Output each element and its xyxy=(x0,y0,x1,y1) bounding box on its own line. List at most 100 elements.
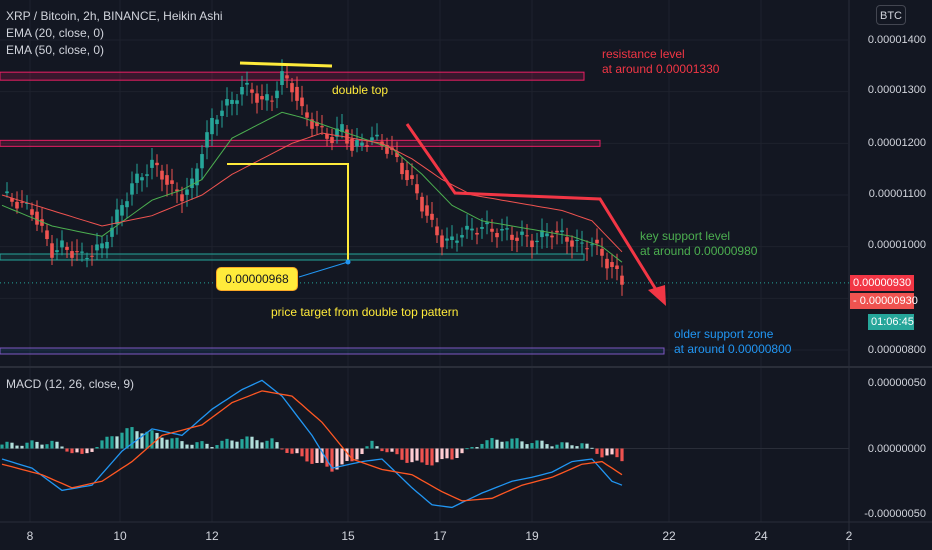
candle-body xyxy=(435,226,439,236)
macd-histogram-bar xyxy=(130,427,134,449)
macd-histogram-bar xyxy=(180,441,184,449)
currency-button[interactable]: BTC xyxy=(876,5,906,25)
macd-legend[interactable]: MACD (12, 26, close, 9) xyxy=(6,377,135,391)
candle-body xyxy=(620,275,624,285)
macd-histogram-bar xyxy=(455,448,459,459)
candle-body xyxy=(425,205,429,216)
last-price-badge: 0.00000930 xyxy=(850,275,914,291)
candle-body xyxy=(555,230,559,233)
macd-histogram-bar xyxy=(200,441,204,449)
macd-histogram-bar xyxy=(590,447,594,449)
candle-body xyxy=(515,237,519,241)
macd-histogram-bar xyxy=(585,443,589,449)
candle-body xyxy=(610,262,614,267)
candle-body xyxy=(250,89,254,93)
candle-body xyxy=(215,119,219,125)
candle-body xyxy=(395,152,399,158)
macd-histogram-bar xyxy=(600,448,604,458)
candle-body xyxy=(470,228,474,231)
macd-histogram-bar xyxy=(60,446,64,449)
macd-histogram-bar xyxy=(5,441,9,449)
candle-body xyxy=(415,184,419,194)
candle-body xyxy=(225,99,229,106)
macd-histogram-bar xyxy=(530,443,534,449)
macd-histogram-bar xyxy=(0,444,4,449)
price-target-callout[interactable]: 0.00000968 xyxy=(216,267,298,291)
macd-histogram-bar xyxy=(505,441,509,449)
candle-body xyxy=(185,189,189,195)
macd-histogram-bar xyxy=(240,439,244,449)
candle-body xyxy=(25,202,29,204)
candle-body xyxy=(580,242,584,244)
macd-histogram-bar xyxy=(250,436,254,449)
price-tick: 0.00001400 xyxy=(867,34,926,46)
macd-histogram-bar xyxy=(170,438,174,449)
candle-body xyxy=(140,177,144,181)
macd-histogram-bar xyxy=(210,447,214,449)
candle-body xyxy=(505,228,509,230)
candle-body xyxy=(110,227,114,237)
ema20-legend[interactable]: EMA (20, close, 0) xyxy=(6,26,105,40)
candle-body xyxy=(375,134,379,137)
ema50-legend[interactable]: EMA (50, close, 0) xyxy=(6,43,105,57)
macd-histogram-bar xyxy=(355,448,359,460)
macd-histogram-bar xyxy=(370,440,374,449)
macd-histogram-bar xyxy=(80,448,84,454)
macd-histogram-bar xyxy=(235,441,239,449)
macd-histogram-bar xyxy=(300,448,304,457)
macd-histogram-bar xyxy=(615,448,619,458)
macd-histogram-bar xyxy=(75,448,79,453)
candle-body xyxy=(70,251,74,258)
older-support-zone xyxy=(0,347,665,355)
macd-histogram-bar xyxy=(545,444,549,449)
time-tick: 24 xyxy=(754,529,768,543)
price-tick: 0.00001100 xyxy=(868,188,926,200)
macd-histogram-bar xyxy=(620,448,624,462)
candle-body xyxy=(255,93,259,103)
macd-histogram-bar xyxy=(140,433,144,449)
macd-histogram-bar xyxy=(350,448,354,462)
macd-histogram-bar xyxy=(175,437,179,449)
candle-body xyxy=(120,205,124,216)
candle-body xyxy=(180,194,184,202)
candle-body xyxy=(600,248,604,256)
candle-body xyxy=(585,248,589,250)
candle-body xyxy=(275,90,279,99)
key-support-label: key support level xyxy=(640,229,731,243)
trend-arrow xyxy=(405,123,665,302)
candle-body xyxy=(265,94,269,101)
candle-body xyxy=(115,209,119,225)
candle-body xyxy=(315,122,319,127)
candle-body xyxy=(350,138,354,151)
macd-histogram-bar xyxy=(290,448,294,454)
price-tick: 0.00000800 xyxy=(867,344,926,356)
macd-histogram-bar xyxy=(45,444,49,449)
candle-body xyxy=(500,229,504,231)
candle-body xyxy=(485,222,489,225)
candle-body xyxy=(150,159,154,168)
candles-layer xyxy=(5,59,624,296)
macd-histogram-bar xyxy=(315,448,319,463)
ema20-line xyxy=(1,111,623,263)
macd-histogram-bar xyxy=(55,441,59,449)
candle-body xyxy=(430,213,434,220)
candle-body xyxy=(405,170,409,181)
macd-histogram-bar xyxy=(260,442,264,449)
arrow-head-icon xyxy=(648,285,666,306)
candle-body xyxy=(50,243,54,258)
macd-histogram-bar xyxy=(385,448,389,453)
macd-pane xyxy=(0,379,849,509)
price-target-label: price target from double top pattern xyxy=(271,305,459,319)
macd-histogram-bar xyxy=(465,448,469,450)
macd-histogram-bar xyxy=(570,445,574,449)
candle-body xyxy=(550,235,554,238)
candle-body xyxy=(125,201,129,208)
macd-histogram-bar xyxy=(580,443,584,449)
macd-histogram-bar xyxy=(105,436,109,449)
macd-histogram-bar xyxy=(525,444,529,449)
macd-histogram-bar xyxy=(400,448,404,460)
symbol-legend[interactable]: XRP / Bitcoin, 2h, BINANCE, Heikin Ashi xyxy=(6,9,223,23)
ema50-line xyxy=(1,132,623,253)
